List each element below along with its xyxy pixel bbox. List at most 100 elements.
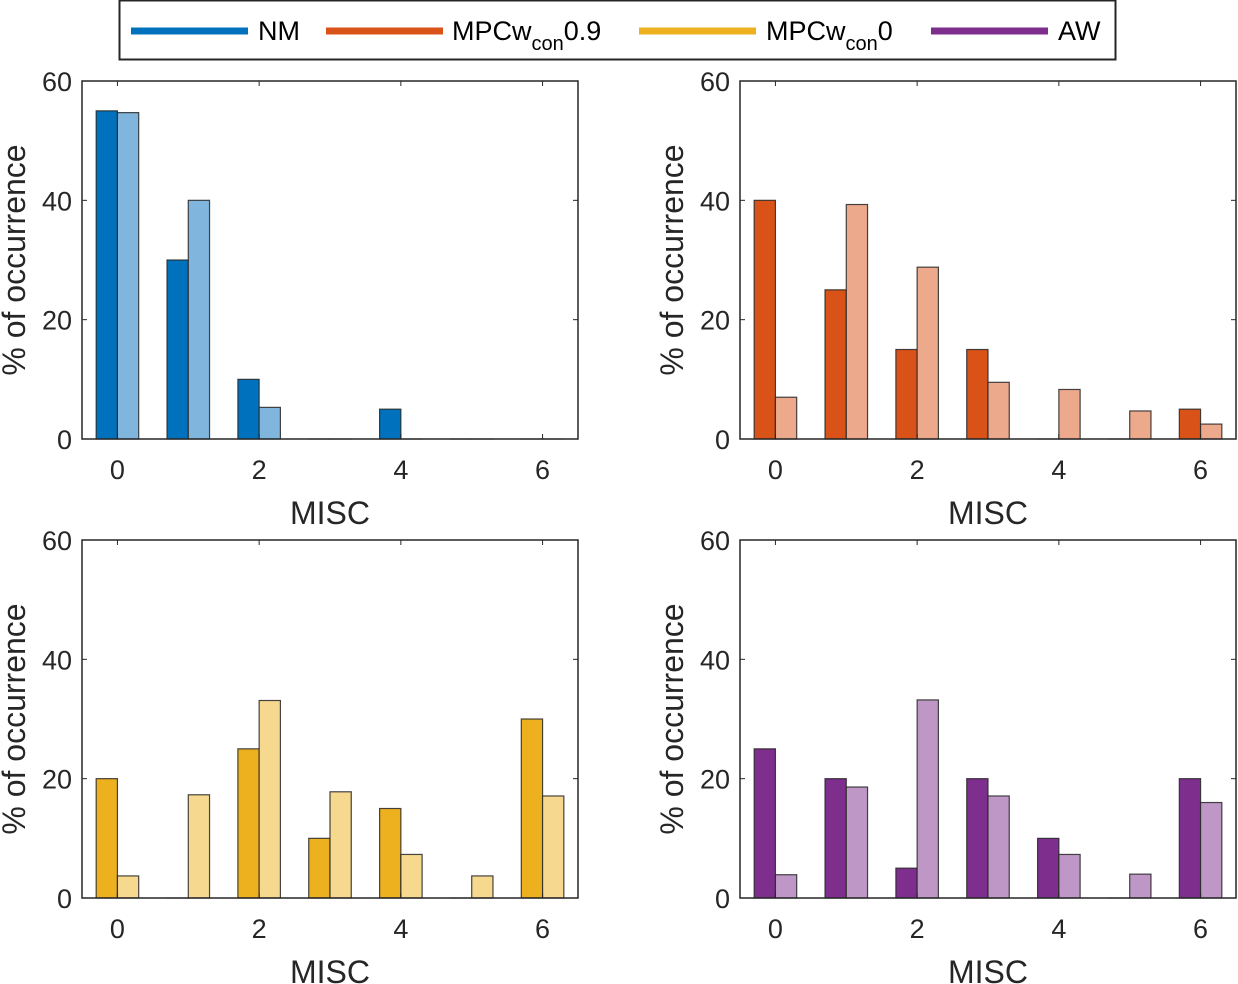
- bar-light-misc-1: [845, 786, 869, 899]
- bar-light-misc-0: [116, 112, 140, 440]
- bar-light-misc-4: [1058, 853, 1081, 899]
- x-tick-label: 0: [768, 914, 783, 944]
- bar-light-misc-6: [541, 795, 565, 899]
- x-tick-label: 4: [1051, 455, 1066, 485]
- bar-light-misc-3: [329, 791, 352, 899]
- bar-light-misc-2: [258, 406, 281, 440]
- x-tick-label: 0: [768, 455, 783, 485]
- bar-light-misc-5: [471, 875, 494, 899]
- bar-dark-misc-3: [966, 348, 989, 440]
- legend: NM MPCwcon0.9 MPCwcon0 AW: [118, 0, 1117, 61]
- legend-label-main: NM: [258, 16, 300, 46]
- legend-label: MPCwcon0: [766, 16, 893, 55]
- bar-dark-misc-4: [379, 807, 402, 899]
- bar-light-misc-4: [400, 853, 423, 899]
- y-tick-label: 40: [42, 645, 72, 675]
- y-tick-label: 40: [700, 645, 730, 675]
- legend-label-sub: con: [846, 33, 878, 55]
- bar-dark-misc-0: [753, 199, 777, 440]
- y-axis-label: % of occurrence: [0, 603, 32, 834]
- x-axis-label: MISC: [290, 495, 370, 531]
- bar-light-misc-6: [1199, 801, 1223, 899]
- bar-dark-misc-4: [379, 408, 402, 440]
- bar-dark-misc-0: [95, 110, 119, 440]
- bar-dark-misc-2: [895, 348, 918, 440]
- bar-light-misc-4: [1058, 388, 1081, 440]
- bar-dark-misc-4: [1036, 837, 1060, 899]
- legend-label: NM: [258, 16, 300, 46]
- x-tick-label: 4: [393, 914, 408, 944]
- bar-dark-misc-6: [1178, 408, 1202, 440]
- bar-light-misc-5: [1129, 873, 1152, 899]
- x-tick-label: 2: [910, 455, 925, 485]
- y-tick-label: 0: [57, 425, 72, 455]
- legend-entry-aw[interactable]: AW: [931, 16, 1101, 46]
- y-tick-label: 60: [700, 526, 730, 556]
- legend-entry-mpcwcon0[interactable]: MPCwcon0: [639, 16, 893, 55]
- bar-light-misc-1: [845, 203, 869, 440]
- y-tick-label: 0: [57, 884, 72, 914]
- legend-label-sub: con: [532, 33, 564, 55]
- x-tick-label: 6: [535, 914, 550, 944]
- axes-box: [81, 80, 579, 440]
- bar-dark-misc-2: [895, 867, 918, 899]
- x-tick-label: 6: [1193, 914, 1208, 944]
- x-axis-label: MISC: [948, 495, 1028, 531]
- x-tick-label: 4: [1051, 914, 1066, 944]
- y-axis-label: % of occurrence: [654, 144, 690, 375]
- legend-entry-mpcwcon0-9[interactable]: MPCwcon0.9: [326, 16, 601, 55]
- bars: [95, 110, 565, 440]
- y-axis-label: % of occurrence: [0, 144, 32, 375]
- x-tick-label: 4: [393, 455, 408, 485]
- y-tick-label: 40: [700, 186, 730, 216]
- bars: [753, 199, 1223, 440]
- bar-dark-misc-2: [237, 748, 260, 899]
- y-tick-label: 0: [715, 425, 730, 455]
- chart-panel-bottom-right: 0 20 40 60 0 2 4 6 MISC % of occurrence: [654, 526, 1237, 984]
- legend-label-tail: 0: [878, 16, 893, 46]
- x-tick-label: 2: [252, 914, 267, 944]
- bar-dark-misc-0: [95, 778, 119, 899]
- x-tick-label: 6: [1193, 455, 1208, 485]
- legend-label: AW: [1058, 16, 1101, 46]
- legend-label-main: MPCw: [452, 16, 532, 46]
- bar-light-misc-1: [187, 199, 211, 440]
- bar-dark-misc-6: [520, 718, 544, 899]
- legend-entry-nm[interactable]: NM: [131, 16, 300, 46]
- bar-light-misc-3: [987, 795, 1010, 899]
- chart-panel-top-right: 0 20 40 60 0 2 4 6 MISC % of occurrence: [654, 67, 1237, 531]
- legend-label-main: MPCw: [766, 16, 846, 46]
- bar-light-misc-0: [774, 874, 798, 899]
- legend-label-main: AW: [1058, 16, 1101, 46]
- bar-dark-misc-0: [753, 748, 777, 899]
- bar-light-misc-3: [987, 381, 1010, 440]
- x-tick-label: 0: [110, 914, 125, 944]
- bar-light-misc-1: [187, 794, 211, 899]
- y-tick-label: 60: [700, 67, 730, 97]
- y-tick-label: 20: [42, 306, 72, 336]
- y-tick-label: 20: [700, 306, 730, 336]
- y-axis-label: % of occurrence: [654, 603, 690, 834]
- bar-dark-misc-1: [824, 778, 847, 899]
- axes-box: [81, 539, 579, 899]
- bar-light-misc-0: [774, 396, 798, 440]
- bar-light-misc-5: [1129, 410, 1152, 440]
- x-tick-label: 2: [252, 455, 267, 485]
- chart-panel-bottom-left: 0 20 40 60 0 2 4 6 MISC % of occurrence: [0, 526, 579, 984]
- x-tick-label: 6: [535, 455, 550, 485]
- axes-box: [739, 539, 1237, 899]
- x-tick-label: 0: [110, 455, 125, 485]
- bar-light-misc-2: [258, 699, 281, 899]
- y-tick-label: 0: [715, 884, 730, 914]
- bar-dark-misc-2: [237, 378, 260, 440]
- y-tick-label: 60: [42, 526, 72, 556]
- axes-box: [739, 80, 1237, 440]
- x-tick-label: 2: [910, 914, 925, 944]
- bar-dark-misc-1: [824, 289, 847, 440]
- bar-dark-misc-1: [166, 259, 189, 440]
- bar-light-misc-2: [916, 266, 940, 440]
- x-axis-label: MISC: [948, 954, 1028, 984]
- chart-panel-top-left: 0 20 40 60 0 2 4 6 MISC % of occurrence: [0, 67, 579, 531]
